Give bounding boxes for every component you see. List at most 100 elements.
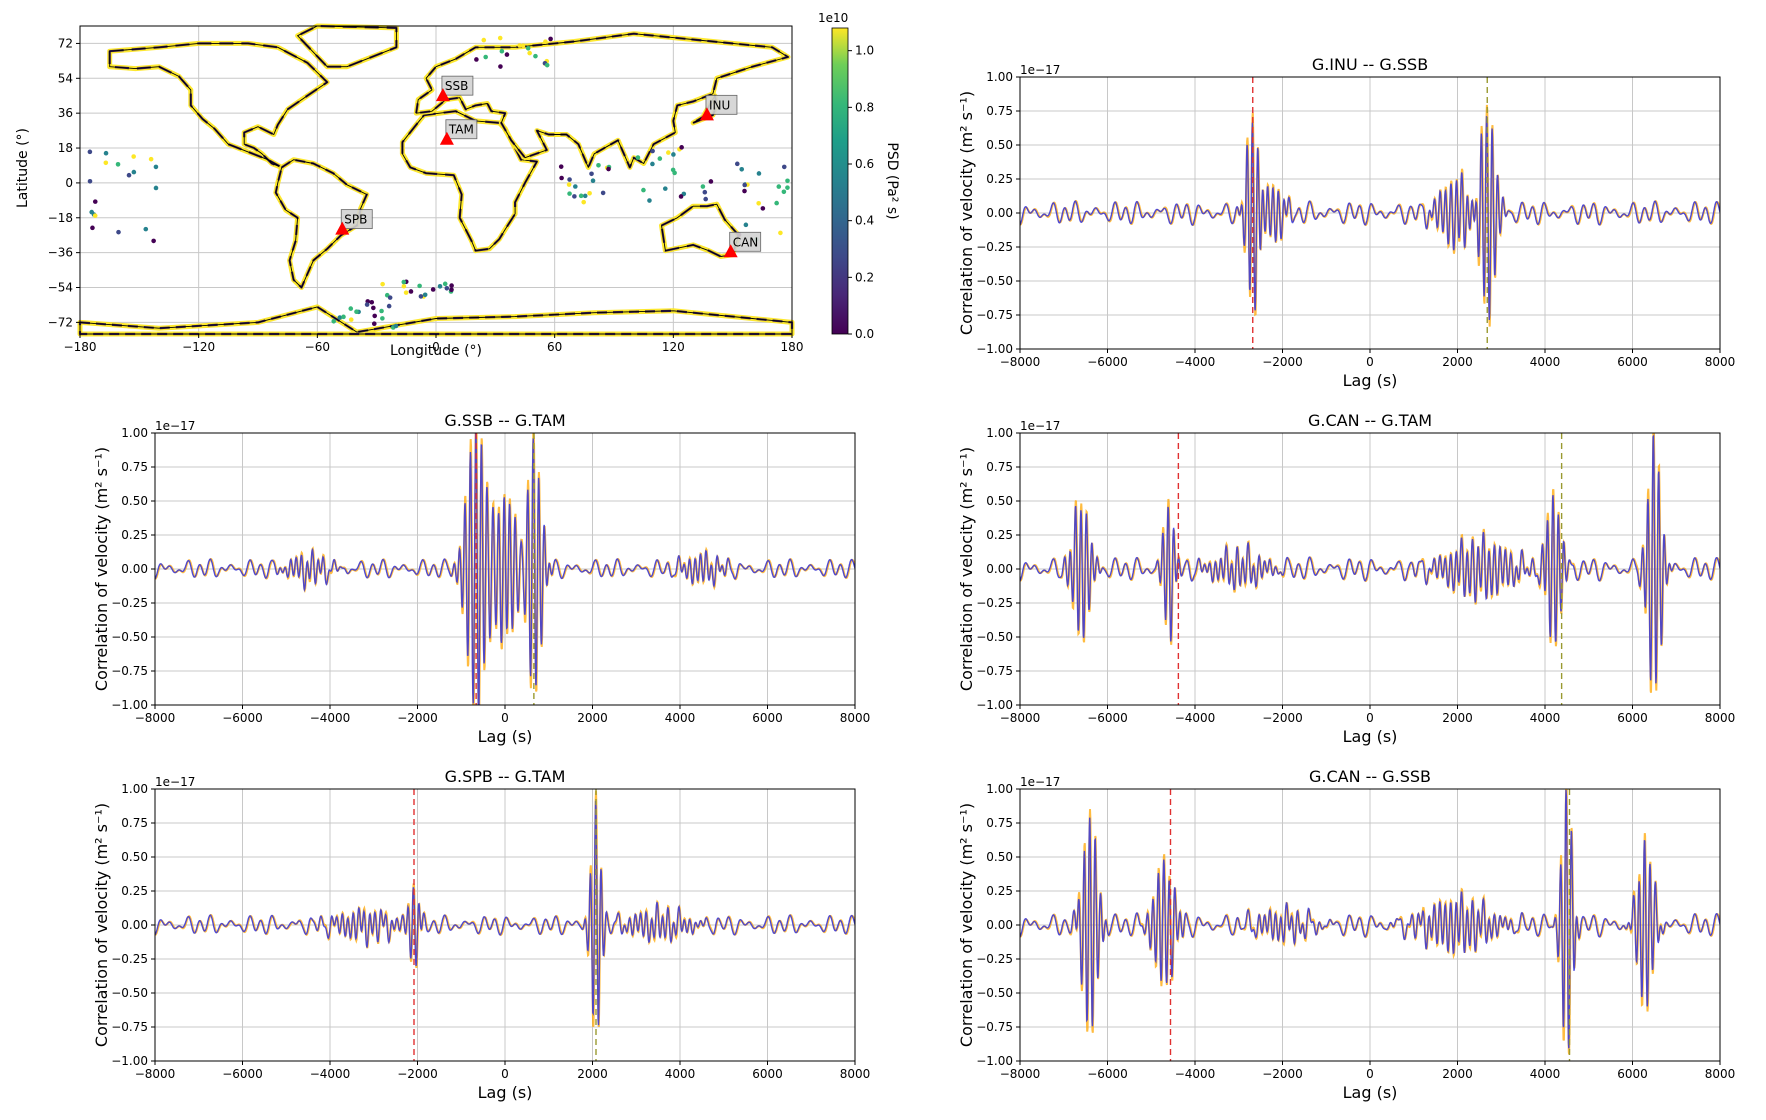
psd-point: [483, 54, 488, 60]
psd-point: [581, 199, 586, 205]
psd-point: [650, 148, 655, 154]
psd-point: [449, 287, 454, 293]
y-offset-text: 1e−17: [1020, 775, 1060, 789]
map-ytick-label: 54: [58, 71, 73, 85]
y-tick-label: −0.50: [111, 630, 148, 644]
y-tick-label: 0.25: [121, 884, 148, 898]
psd-point: [131, 154, 136, 159]
x-tick-label: −8000: [1000, 711, 1041, 725]
psd-point: [131, 169, 137, 175]
psd-point: [90, 225, 95, 231]
station-triangle: [439, 131, 454, 145]
psd-point: [566, 182, 572, 187]
psd-point: [364, 302, 370, 307]
map-ytick-label: −36: [48, 246, 73, 260]
y-tick-label: 0.50: [121, 494, 148, 508]
coastline: [109, 42, 328, 168]
psd-point: [153, 164, 159, 170]
psd-point: [379, 308, 384, 314]
station-label-box: [441, 75, 474, 96]
x-tick-label: 2000: [1442, 1067, 1473, 1081]
x-tick-label: −4000: [1175, 355, 1216, 369]
map-ytick-label: 0: [65, 176, 73, 190]
psd-point: [520, 43, 526, 48]
colorbar-tick-label: 0.6: [855, 157, 874, 171]
y-offset-text: 1e−17: [155, 419, 195, 433]
x-tick-label: 0: [1366, 355, 1374, 369]
station-label: SPB: [344, 213, 367, 227]
y-tick-label: 0.50: [986, 850, 1013, 864]
psd-point: [756, 171, 762, 176]
y-tick-label: 1.00: [121, 782, 148, 796]
psd-point: [89, 209, 94, 215]
y-tick-label: −0.25: [976, 240, 1013, 254]
y-tick-label: 0.25: [121, 528, 148, 542]
station-label-box: [729, 231, 762, 252]
station-label-box: [340, 209, 373, 230]
colorbar-label: PSD (Pa² s): [884, 142, 900, 219]
psd-point: [126, 172, 132, 178]
x-tick-label: 8000: [840, 1067, 871, 1081]
psd-point: [504, 52, 510, 57]
psd-point: [635, 155, 641, 160]
psd-point: [444, 286, 450, 291]
psd-point: [670, 167, 676, 173]
psd-point: [671, 152, 676, 157]
psd-point: [700, 184, 706, 189]
chart-title: G.SSB -- G.TAM: [444, 411, 565, 430]
psd-point: [371, 321, 377, 326]
y-tick-label: −0.50: [976, 986, 1013, 1000]
map-xtick-label: 0: [432, 340, 440, 354]
psd-point: [548, 36, 553, 42]
x-axis-label: Lag (s): [478, 727, 533, 746]
correlation-plot-ssb-tam: G.SSB -- G.TAM 1e−17 −8000 −6000 −4000 −2000 0…: [92, 411, 870, 746]
x-tick-label: 6000: [1617, 711, 1648, 725]
x-tick-label: −2000: [1262, 1067, 1303, 1081]
psd-point: [115, 162, 121, 167]
map-xtick-label: −60: [305, 340, 330, 354]
correlation-series-line: [1020, 116, 1720, 321]
station-triangle: [699, 107, 714, 121]
y-axis-label: Correlation of velocity (m² s⁻¹): [957, 91, 976, 335]
correlation-plot-spb-tam: G.SPB -- G.TAM 1e−17 −8000 −6000 −4000 −2000 0…: [92, 767, 871, 1102]
psd-point: [525, 45, 531, 51]
psd-point: [544, 62, 550, 68]
y-axis-label: Correlation of velocity (m² s⁻¹): [92, 803, 111, 1047]
map-ytick-label: 36: [58, 106, 73, 120]
x-axis-label: Lag (s): [1343, 1083, 1398, 1102]
psd-point: [647, 198, 652, 203]
y-tick-label: 0.00: [986, 206, 1013, 220]
gridlines: [1019, 76, 1721, 350]
psd-point: [393, 323, 399, 329]
psd-point: [417, 283, 422, 289]
x-tick-label: 6000: [1617, 1067, 1648, 1081]
psd-point: [582, 193, 588, 199]
y-offset-text: 1e−17: [155, 775, 195, 789]
psd-point: [596, 162, 601, 168]
x-tick-label: 4000: [1530, 355, 1561, 369]
psd-point: [372, 313, 378, 319]
psd-point: [430, 287, 436, 292]
psd-point: [116, 229, 121, 235]
map-ytick-label: −54: [48, 281, 73, 295]
x-tick-label: 4000: [1530, 711, 1561, 725]
x-tick-label: 2000: [577, 711, 608, 725]
psd-point: [380, 316, 385, 321]
map-xtick-labels: −180 −120 −60 0 60 120 180: [64, 334, 803, 354]
y-tick-label: −1.00: [976, 1054, 1013, 1068]
psd-point: [781, 189, 787, 195]
y-tick-label: −1.00: [976, 342, 1013, 356]
psd-point: [498, 64, 503, 69]
correlation-series-line: [155, 800, 855, 1026]
psd-point: [590, 178, 596, 184]
x-tick-label: 0: [1366, 711, 1374, 725]
map-xtick-label: 60: [547, 340, 562, 354]
x-tick-label: 0: [1366, 1067, 1374, 1081]
x-tick-label: −8000: [1000, 1067, 1041, 1081]
y-tick-label: −0.25: [976, 596, 1013, 610]
psd-point: [567, 177, 572, 182]
psd-point: [517, 43, 522, 48]
y-tick-label: −1.00: [111, 1054, 148, 1068]
x-tick-label: 8000: [1705, 1067, 1736, 1081]
